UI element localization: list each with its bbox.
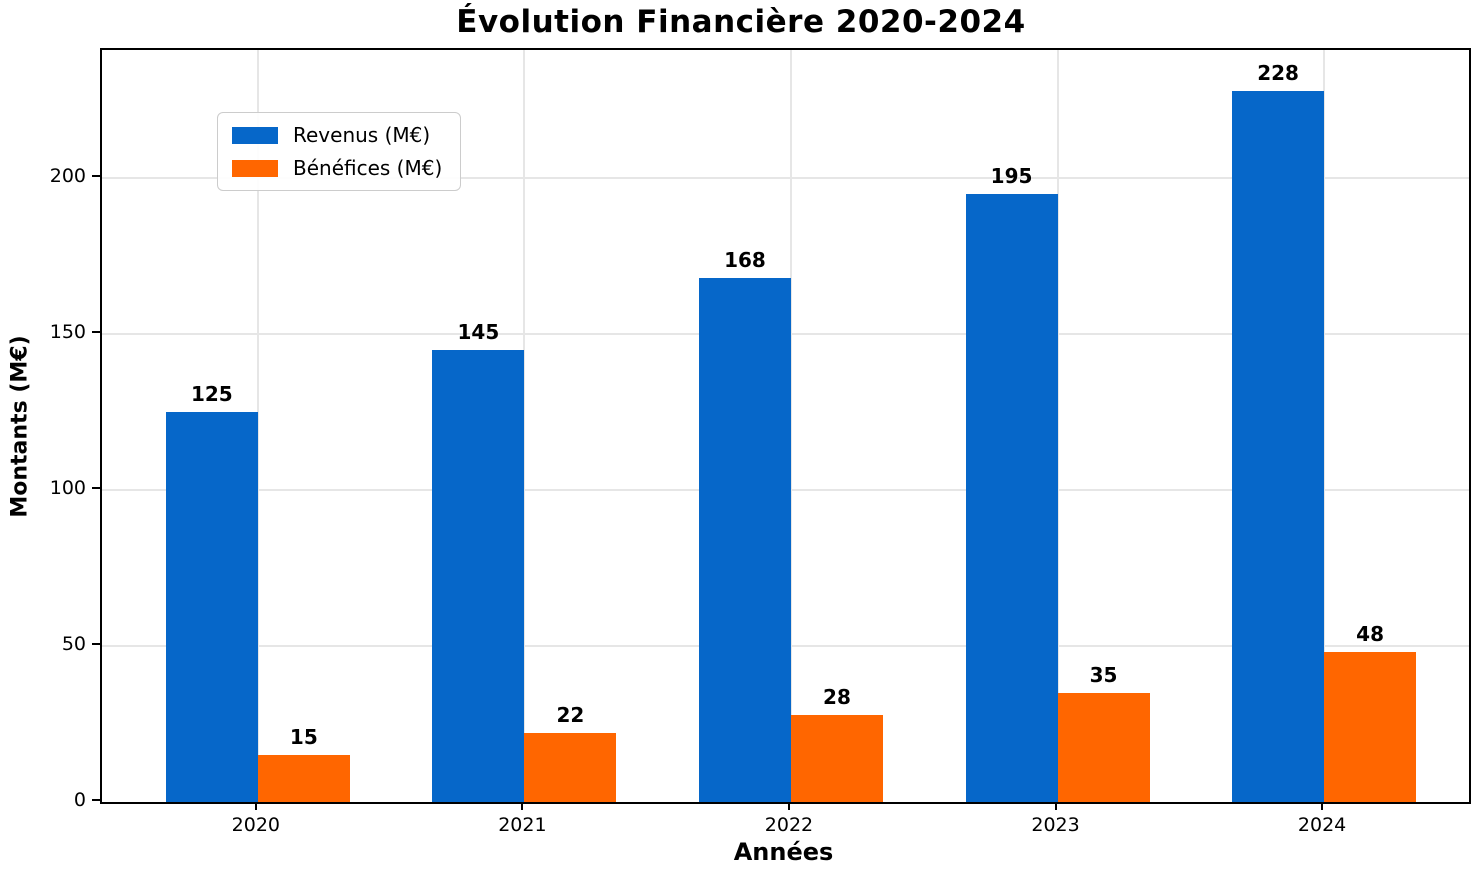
y-tick-label: 0 xyxy=(73,789,86,811)
x-tick-label-2022: 2022 xyxy=(764,814,814,836)
bar-bénéfices-2020 xyxy=(257,755,350,802)
legend-item-1: Bénéfices (M€) xyxy=(232,156,442,180)
bar-bénéfices-2022 xyxy=(790,714,883,802)
bar-value-label: 35 xyxy=(1089,662,1118,687)
bar-value-label: 22 xyxy=(556,703,585,728)
legend-label-0: Revenus (M€) xyxy=(293,123,431,147)
bar-revenus-2022 xyxy=(698,277,791,802)
bar-bénéfices-2023 xyxy=(1057,692,1150,802)
x-axis-label: Années xyxy=(733,838,834,866)
v-gridline-2020 xyxy=(256,50,259,802)
bar-revenus-2023 xyxy=(965,193,1058,802)
v-gridline-2023 xyxy=(1056,50,1059,802)
bar-value-label: 15 xyxy=(289,725,318,750)
x-tick-mark xyxy=(787,802,790,810)
y-axis-label: Montants (M€) xyxy=(7,335,33,518)
y-tick-label: 200 xyxy=(49,164,86,187)
bar-bénéfices-2021 xyxy=(524,733,617,802)
bar-value-label: 168 xyxy=(724,247,766,272)
y-tick-mark xyxy=(92,486,100,489)
x-tick-mark xyxy=(254,802,257,810)
legend-label-1: Bénéfices (M€) xyxy=(293,156,443,180)
legend-swatch-1 xyxy=(232,159,278,177)
v-gridline-2021 xyxy=(523,50,526,802)
y-tick-mark xyxy=(92,174,100,177)
y-tick-label: 150 xyxy=(49,320,86,343)
v-gridline-2024 xyxy=(1323,50,1326,802)
y-tick-label: 100 xyxy=(49,476,86,499)
legend-item-0: Revenus (M€) xyxy=(232,123,442,147)
chart-title: Évolution Financière 2020-2024 xyxy=(456,4,1026,40)
h-gridline-200 xyxy=(102,176,1469,179)
v-gridline-2022 xyxy=(789,50,792,802)
bar-revenus-2020 xyxy=(165,411,258,802)
y-tick-mark xyxy=(92,642,100,645)
x-tick-mark xyxy=(1054,802,1057,810)
x-tick-mark xyxy=(521,802,524,810)
bar-value-label: 228 xyxy=(1257,60,1299,85)
bar-revenus-2024 xyxy=(1232,90,1325,802)
bar-value-label: 125 xyxy=(190,381,233,406)
x-tick-label-2020: 2020 xyxy=(231,814,281,836)
plot-area: 125 145 168 195 228 15 22 28 35 48 Revenus (M€) Bé… xyxy=(100,48,1471,804)
bar-revenus-2021 xyxy=(432,349,525,802)
legend-swatch-0 xyxy=(232,126,278,144)
y-tick-mark xyxy=(92,330,100,333)
y-tick-mark xyxy=(92,799,100,801)
x-tick-label-2021: 2021 xyxy=(498,814,547,836)
bar-value-label: 48 xyxy=(1356,622,1385,647)
x-tick-label-2024: 2024 xyxy=(1297,814,1347,836)
bar-bénéfices-2024 xyxy=(1324,652,1417,802)
x-tick-mark xyxy=(1321,802,1324,810)
bar-value-label: 195 xyxy=(990,163,1033,188)
x-tick-label-2023: 2023 xyxy=(1031,814,1080,836)
bar-value-label: 28 xyxy=(823,684,851,709)
y-tick-label: 50 xyxy=(61,632,86,655)
legend: Revenus (M€) Bénéfices (M€) xyxy=(217,112,462,191)
bar-value-label: 145 xyxy=(457,319,500,344)
